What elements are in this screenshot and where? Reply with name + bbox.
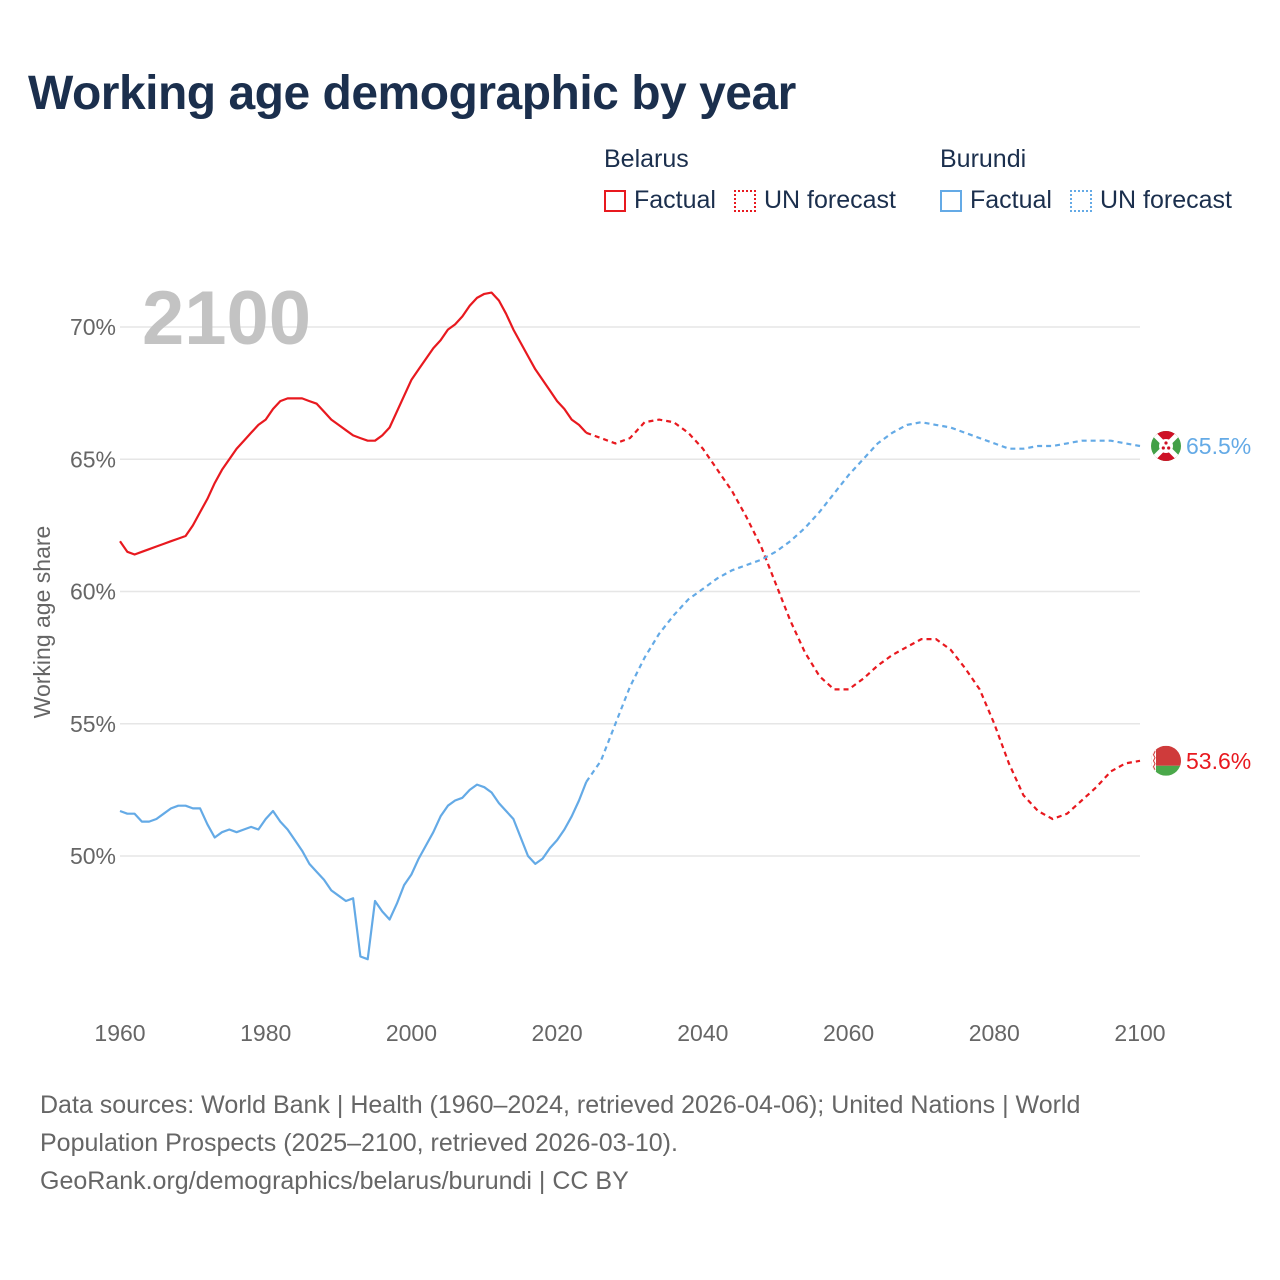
dotted-swatch-icon — [1069, 189, 1092, 212]
x-tick-label: 2100 — [1114, 1020, 1165, 1046]
x-tick-label: 2020 — [532, 1020, 583, 1046]
x-tick-label: 2060 — [823, 1020, 874, 1046]
y-tick-label: 55% — [70, 711, 116, 737]
x-tick-label: 1960 — [94, 1020, 145, 1046]
burundi-flag-icon — [1151, 431, 1181, 462]
y-axis-label: Working age share — [29, 526, 55, 719]
legend-item-label: UN forecast — [1099, 186, 1232, 214]
data-sources: Data sources: World Bank | Health (1960–… — [40, 1091, 1081, 1157]
attribution-link[interactable]: GeoRank.org/demographics/belarus/burundi… — [40, 1167, 629, 1195]
legend-item-label: Factual — [970, 186, 1052, 214]
x-tick-label: 2000 — [386, 1020, 437, 1046]
series-line-burundi-forecast — [585, 421, 1141, 783]
x-tick-label: 2080 — [969, 1020, 1020, 1046]
current-year-label: 2100 — [142, 276, 311, 361]
legend-group-label: Burundi — [940, 145, 1027, 173]
series-line-belarus-factual — [119, 291, 588, 556]
x-tick-label: 2040 — [677, 1020, 728, 1046]
legend-item-label: Factual — [634, 186, 716, 214]
solid-swatch-icon — [604, 189, 626, 212]
legend-group-burundi: Burundi Factual UN forecast — [940, 144, 1232, 215]
chart-title: Working age demographic by year — [28, 67, 796, 120]
end-value-label-belarus: 53.6% — [1186, 748, 1251, 774]
legend-group-belarus: Belarus Factual UN forecast — [604, 144, 896, 215]
series-line-burundi-factual — [119, 781, 588, 961]
end-value-label-burundi: 65.5% — [1186, 433, 1251, 459]
x-tick-label: 1980 — [240, 1020, 291, 1046]
y-tick-label: 50% — [70, 843, 116, 869]
series-line-belarus-forecast — [585, 418, 1141, 821]
legend-item-belarus-forecast[interactable]: UN forecast — [733, 186, 896, 215]
footer: Data sources: World Bank | Health (1960–… — [40, 1086, 1160, 1200]
y-tick-label: 60% — [70, 579, 116, 605]
legend-item-burundi-forecast[interactable]: UN forecast — [1069, 186, 1232, 215]
legend-item-label: UN forecast — [763, 186, 896, 214]
belarus-flag-icon — [1151, 745, 1181, 776]
legend-item-belarus-factual[interactable]: Factual — [604, 186, 716, 215]
legend-group-label: Belarus — [604, 145, 689, 173]
dotted-swatch-icon — [733, 189, 756, 212]
y-tick-label: 65% — [70, 446, 116, 472]
solid-swatch-icon — [940, 189, 962, 212]
legend-item-burundi-factual[interactable]: Factual — [940, 186, 1052, 215]
y-tick-label: 70% — [70, 314, 116, 340]
